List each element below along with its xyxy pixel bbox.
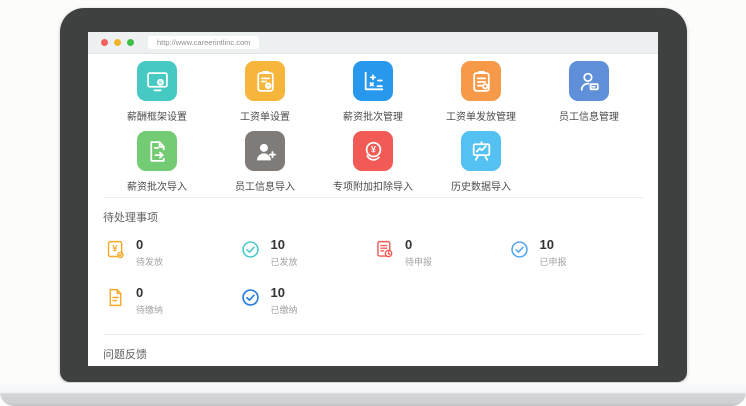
- laptop-frame: http://www.careerintlinc.com 薪酬框架设置: [60, 8, 687, 382]
- stat-value: 10: [539, 237, 554, 252]
- section-divider: [103, 333, 643, 335]
- stat-text: 10 已缴纳: [270, 284, 298, 316]
- stat-declared[interactable]: 10 已申报: [509, 237, 644, 268]
- app-item-salary-framework-settings[interactable]: 薪酬框架设置: [103, 61, 211, 123]
- pending-stats-grid: ¥ 0 待发放: [103, 237, 644, 316]
- history-board-icon: [461, 131, 501, 171]
- app-label: 薪酬框架设置: [127, 112, 187, 123]
- laptop-screen-content: http://www.careerintlinc.com 薪酬框架设置: [88, 32, 658, 366]
- app-item-payslip-distribution-management[interactable]: 工资单发放管理: [427, 61, 535, 123]
- app-label: 员工信息管理: [559, 112, 619, 123]
- stat-paid-out[interactable]: 10 已发放: [240, 237, 375, 268]
- check-circle-icon: [240, 239, 261, 260]
- stat-label: 待发放: [136, 256, 164, 267]
- check-circle-icon: [509, 239, 530, 260]
- stat-value: 10: [270, 284, 285, 300]
- stat-pending-payout[interactable]: ¥ 0 待发放: [105, 237, 240, 268]
- stat-text: 10 已发放: [270, 237, 298, 268]
- app-item-payslip-settings[interactable]: 工资单设置: [211, 61, 319, 123]
- address-bar[interactable]: http://www.careerintlinc.com: [148, 36, 260, 49]
- stat-value: 10: [270, 237, 285, 252]
- app-grid-spacer: [535, 131, 643, 193]
- stat-label: 已发放: [270, 256, 298, 267]
- feedback-section-title: 问题反馈: [103, 348, 147, 361]
- stat-text: 10 已申报: [539, 237, 567, 268]
- browser-toolbar: http://www.careerintlinc.com: [88, 32, 658, 54]
- svg-text:¥: ¥: [112, 244, 118, 254]
- svg-text:¥: ¥: [371, 144, 376, 154]
- app-label: 专项附加扣除导入: [333, 182, 413, 193]
- url-text: http://www.careerintlinc.com: [157, 38, 251, 47]
- app-label: 历史数据导入: [451, 182, 511, 193]
- app-item-salary-batch-import[interactable]: 薪资批次导入: [103, 131, 211, 193]
- pending-section-title: 待处理事项: [103, 212, 158, 224]
- stat-text: 0 待申报: [405, 237, 433, 268]
- app-item-employee-info-management[interactable]: 员工信息管理: [535, 61, 643, 123]
- window-minimize-button[interactable]: [114, 39, 121, 46]
- batch-chart-icon: [353, 61, 393, 101]
- app-item-special-deduction-import[interactable]: ¥ 专项附加扣除导入: [319, 131, 427, 193]
- stat-label: 已缴纳: [270, 304, 298, 315]
- app-label: 工资单发放管理: [446, 112, 516, 123]
- stat-label: 待申报: [405, 256, 433, 267]
- laptop-base: [0, 383, 746, 406]
- app-label: 工资单设置: [240, 112, 290, 123]
- user-add-icon: [245, 131, 285, 171]
- stat-pending-payment[interactable]: 0 待缴纳: [105, 284, 240, 316]
- clipboard-gear-icon: [245, 61, 285, 101]
- yuan-document-icon: ¥: [105, 239, 126, 260]
- tax-coin-icon: ¥: [353, 131, 393, 171]
- user-card-icon: [569, 61, 609, 101]
- dashboard-content: 薪酬框架设置 工资单设置: [88, 61, 658, 366]
- stat-value: 0: [136, 284, 144, 300]
- app-label: 薪资批次导入: [127, 182, 187, 193]
- app-item-salary-batch-management[interactable]: 薪资批次管理: [319, 61, 427, 123]
- stat-value: 0: [405, 237, 413, 252]
- app-grid: 薪酬框架设置 工资单设置: [103, 61, 643, 193]
- stat-paid[interactable]: 10 已缴纳: [240, 284, 375, 316]
- monitor-gear-icon: [137, 61, 177, 101]
- stat-label: 已申报: [539, 256, 567, 267]
- stat-label: 待缴纳: [136, 304, 164, 315]
- app-item-employee-info-import[interactable]: 员工信息导入: [211, 131, 319, 193]
- window-zoom-button[interactable]: [127, 39, 134, 46]
- document-icon: [105, 287, 126, 308]
- stat-value: 0: [136, 237, 144, 252]
- check-circle-icon: [240, 287, 261, 308]
- section-divider: [103, 197, 643, 198]
- clipboard-coin-icon: [461, 61, 501, 101]
- window-close-button[interactable]: [101, 39, 108, 46]
- app-item-history-data-import[interactable]: 历史数据导入: [427, 131, 535, 193]
- app-label: 员工信息导入: [235, 182, 295, 193]
- stat-text: 0 待缴纳: [136, 284, 164, 316]
- document-clock-icon: [374, 239, 395, 260]
- stat-text: 0 待发放: [136, 237, 164, 268]
- app-label: 薪资批次管理: [343, 112, 403, 123]
- stat-pending-declaration[interactable]: 0 待申报: [374, 237, 509, 268]
- document-import-icon: [137, 131, 177, 171]
